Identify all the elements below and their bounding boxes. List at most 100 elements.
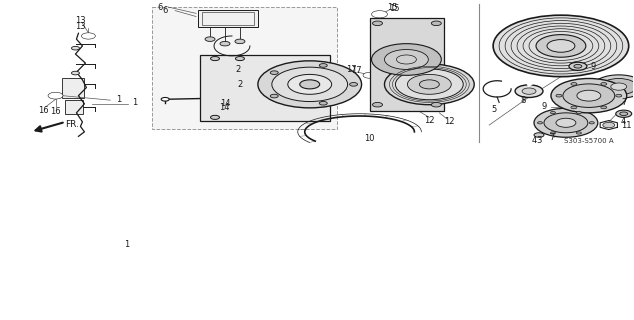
- Circle shape: [84, 34, 93, 38]
- Circle shape: [320, 101, 327, 105]
- Circle shape: [270, 71, 278, 75]
- Circle shape: [576, 132, 581, 134]
- Text: 4: 4: [621, 117, 626, 126]
- Circle shape: [522, 88, 536, 94]
- Bar: [202, 12, 254, 25]
- Circle shape: [396, 69, 463, 100]
- Text: 13: 13: [75, 22, 86, 31]
- Circle shape: [81, 33, 95, 39]
- Circle shape: [577, 90, 601, 101]
- Circle shape: [396, 55, 417, 64]
- Circle shape: [210, 115, 219, 119]
- Text: 9: 9: [590, 62, 595, 71]
- Text: 15: 15: [387, 3, 398, 12]
- Text: 12: 12: [424, 116, 434, 125]
- Circle shape: [551, 78, 627, 113]
- Circle shape: [556, 94, 562, 97]
- Circle shape: [574, 64, 582, 68]
- Circle shape: [235, 39, 245, 44]
- Circle shape: [258, 61, 361, 108]
- Text: 10: 10: [365, 134, 375, 143]
- Circle shape: [538, 122, 543, 124]
- Circle shape: [72, 46, 79, 50]
- Circle shape: [384, 64, 474, 105]
- Circle shape: [571, 83, 577, 85]
- Circle shape: [320, 64, 327, 67]
- Circle shape: [620, 112, 628, 116]
- Circle shape: [616, 110, 631, 117]
- Circle shape: [272, 67, 347, 101]
- Circle shape: [569, 62, 587, 70]
- Circle shape: [161, 98, 169, 101]
- Circle shape: [300, 80, 320, 89]
- Text: 7: 7: [549, 133, 555, 142]
- Circle shape: [431, 21, 441, 26]
- Circle shape: [288, 75, 332, 94]
- Circle shape: [235, 57, 245, 60]
- Circle shape: [205, 37, 215, 41]
- Text: 2: 2: [237, 80, 243, 89]
- Circle shape: [601, 106, 607, 109]
- Circle shape: [375, 12, 384, 16]
- Circle shape: [72, 71, 79, 75]
- Circle shape: [534, 133, 544, 137]
- Circle shape: [419, 80, 439, 89]
- Text: 8: 8: [521, 96, 526, 105]
- Text: 17: 17: [351, 66, 362, 75]
- Circle shape: [431, 102, 441, 107]
- Text: 1: 1: [115, 95, 121, 104]
- Text: 5: 5: [491, 105, 497, 114]
- Circle shape: [372, 44, 441, 75]
- Circle shape: [550, 111, 555, 114]
- Circle shape: [270, 94, 278, 98]
- Bar: [63, 77, 84, 98]
- Text: 14: 14: [219, 103, 230, 112]
- Text: 7: 7: [621, 98, 626, 107]
- Bar: [200, 55, 330, 121]
- Circle shape: [534, 108, 598, 137]
- Circle shape: [210, 57, 219, 60]
- Circle shape: [366, 74, 373, 77]
- Circle shape: [493, 15, 629, 77]
- Circle shape: [349, 83, 358, 86]
- Text: 11: 11: [621, 121, 632, 130]
- Text: S303-S5700 A: S303-S5700 A: [564, 138, 614, 144]
- Text: 4: 4: [531, 136, 536, 145]
- Text: 13: 13: [75, 16, 86, 25]
- Text: 16: 16: [38, 106, 49, 115]
- Text: FR.: FR.: [65, 120, 79, 129]
- Circle shape: [515, 85, 543, 98]
- Text: 1: 1: [132, 98, 137, 108]
- Text: 1: 1: [124, 240, 129, 249]
- Text: 17: 17: [346, 65, 357, 74]
- Circle shape: [611, 83, 627, 90]
- Circle shape: [616, 94, 622, 97]
- Bar: [370, 18, 444, 111]
- Circle shape: [408, 75, 451, 94]
- Bar: [198, 10, 258, 27]
- Circle shape: [220, 41, 230, 46]
- Circle shape: [544, 113, 588, 133]
- Circle shape: [571, 106, 577, 109]
- Circle shape: [563, 84, 615, 108]
- Circle shape: [384, 50, 429, 69]
- Circle shape: [601, 83, 607, 85]
- Circle shape: [372, 11, 387, 18]
- Bar: [65, 100, 84, 114]
- Text: 6: 6: [157, 3, 163, 12]
- Text: 3: 3: [536, 136, 541, 145]
- Circle shape: [536, 35, 586, 57]
- Circle shape: [601, 78, 634, 95]
- Text: 16: 16: [50, 107, 61, 116]
- Text: 6: 6: [162, 6, 168, 15]
- Bar: [152, 7, 337, 129]
- Circle shape: [51, 94, 60, 98]
- Text: 15: 15: [389, 4, 399, 13]
- Text: 14: 14: [220, 99, 230, 108]
- Text: 12: 12: [444, 117, 455, 126]
- Circle shape: [547, 40, 575, 52]
- Circle shape: [373, 102, 382, 107]
- Text: 9: 9: [541, 102, 547, 111]
- Circle shape: [603, 122, 615, 128]
- Circle shape: [590, 122, 594, 124]
